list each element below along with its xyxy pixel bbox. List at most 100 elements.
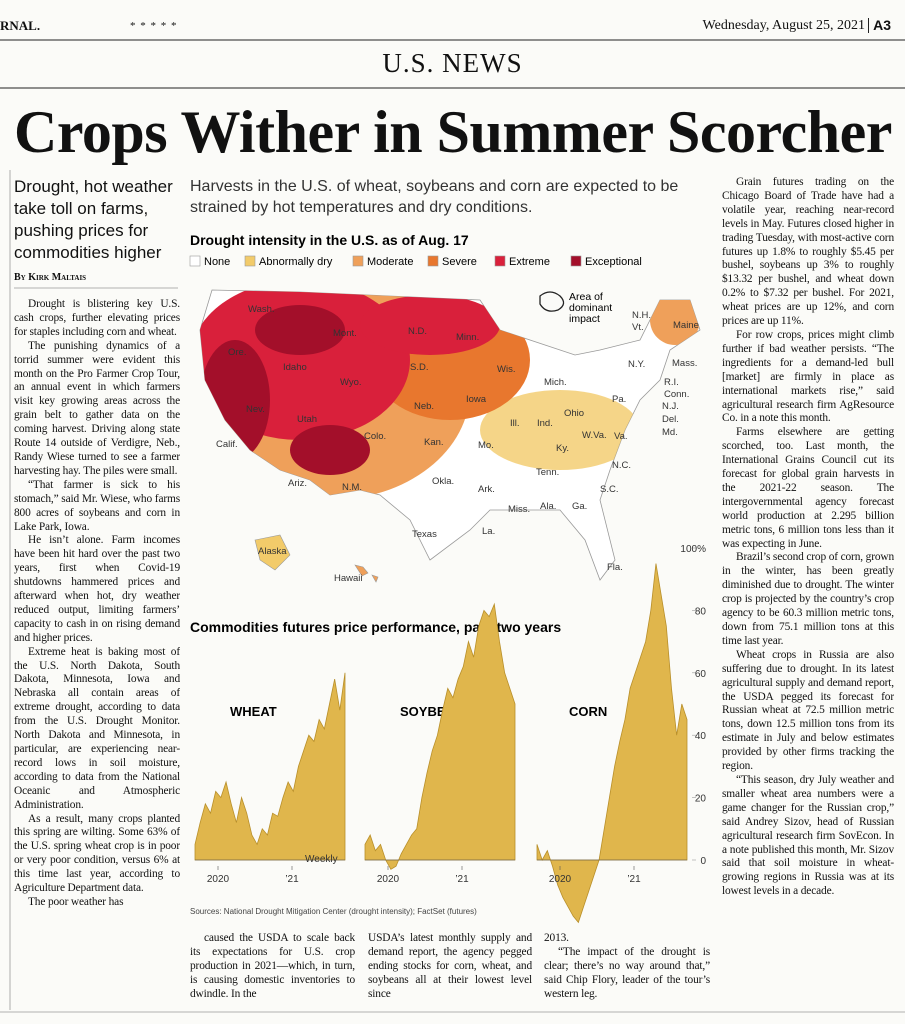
panel-title: CORN bbox=[569, 704, 607, 719]
state-label: Calif. bbox=[216, 439, 238, 450]
paragraph: caused the USDA to scale back its expect… bbox=[190, 932, 355, 1000]
drought-area bbox=[290, 425, 370, 475]
chart-note: Weekly bbox=[305, 854, 338, 865]
state-label: N.C. bbox=[612, 460, 631, 471]
legend-label: Severe bbox=[442, 256, 477, 268]
paragraph: The poor weather has bbox=[28, 895, 124, 908]
paragraph: Brazil’s second crop of corn, grown in t… bbox=[722, 551, 894, 647]
x-tick-label: ’21 bbox=[627, 874, 641, 885]
y-tick-label: 20 bbox=[695, 794, 707, 805]
right-column: Grain futures trading on the Chicago Boa… bbox=[722, 176, 894, 1008]
state-label: R.I. bbox=[664, 377, 679, 388]
x-tick-label: ’21 bbox=[285, 874, 299, 885]
legend-label: Extreme bbox=[509, 256, 550, 268]
state-label: W.Va. bbox=[582, 430, 607, 441]
state-label: Del. bbox=[662, 414, 679, 425]
state-label: N.J. bbox=[662, 401, 679, 412]
paragraph: As a result, many crops planted this spr… bbox=[14, 812, 180, 895]
state-label: Neb. bbox=[414, 401, 434, 412]
y-tick-label: 100% bbox=[680, 544, 706, 555]
state-label: Maine bbox=[673, 320, 699, 331]
state-label: Hawaii bbox=[334, 573, 363, 584]
legend-label: Abnormally dry bbox=[259, 256, 333, 268]
area bbox=[364, 602, 516, 870]
state-label: Ga. bbox=[572, 501, 587, 512]
section-title: U.S. NEWS bbox=[382, 48, 523, 78]
state-label: Conn. bbox=[664, 389, 689, 400]
y-tick-label: 0 bbox=[700, 856, 706, 867]
legend-label: Moderate bbox=[367, 256, 413, 268]
state-label: Alaska bbox=[258, 546, 287, 557]
state-label: Ark. bbox=[478, 484, 495, 495]
state-label: Vt. bbox=[632, 322, 644, 333]
impact-symbol bbox=[539, 291, 565, 312]
state-label: Mo. bbox=[478, 440, 494, 451]
state-label: Minn. bbox=[456, 332, 479, 343]
deck: Drought, hot weather take toll on farms,… bbox=[14, 177, 173, 262]
state-label: Md. bbox=[662, 427, 678, 438]
state-label: Utah bbox=[297, 414, 317, 425]
state-label: Mont. bbox=[333, 328, 357, 339]
state-label: Idaho bbox=[283, 362, 307, 373]
state-label: Wis. bbox=[497, 364, 515, 375]
y-tick-label: 80 bbox=[695, 606, 707, 617]
panel-title: WHEAT bbox=[230, 704, 277, 719]
drought-area bbox=[360, 295, 500, 355]
state-label: Nev. bbox=[246, 404, 265, 415]
state-label: Tenn. bbox=[536, 467, 559, 478]
state-label: Colo. bbox=[364, 431, 386, 442]
stars: * * * * * bbox=[130, 20, 178, 32]
state-label: Ohio bbox=[564, 408, 584, 419]
state-label: N.H. bbox=[632, 310, 651, 321]
state-label: La. bbox=[482, 526, 495, 537]
state-label: Mass. bbox=[672, 358, 697, 369]
chart-title: Commodities futures price performance, p… bbox=[190, 619, 561, 635]
legend-label: None bbox=[204, 256, 230, 268]
paragraph: “This season, dry July weather and small… bbox=[722, 773, 894, 898]
legend-swatch bbox=[427, 255, 439, 267]
state-label: Ill. bbox=[510, 418, 520, 429]
paragraph: “That farmer is sick to his stomach,” sa… bbox=[14, 478, 180, 533]
state-label: Fla. bbox=[607, 562, 623, 573]
drought-area bbox=[480, 390, 640, 470]
state-label: Pa. bbox=[612, 394, 626, 405]
y-tick-label: 40 bbox=[695, 731, 707, 742]
page-number: A3 bbox=[868, 18, 891, 33]
left-column: Drought is blistering key U.S. cash crop… bbox=[14, 298, 180, 1008]
x-tick-label: 2020 bbox=[377, 874, 400, 885]
state-label: N.D. bbox=[408, 326, 427, 337]
state-label: Ind. bbox=[537, 418, 553, 429]
y-tick-label: 60 bbox=[695, 669, 707, 680]
drought-area bbox=[255, 305, 345, 355]
legend-swatch bbox=[494, 255, 506, 267]
state-label: Wyo. bbox=[340, 377, 362, 388]
bottom-column: USDA’s latest monthly supply and demand … bbox=[368, 932, 532, 1008]
state-label: Iowa bbox=[466, 394, 487, 405]
state-label: Miss. bbox=[508, 504, 530, 515]
legend-swatch bbox=[570, 255, 582, 267]
state-label: Ore. bbox=[228, 347, 246, 358]
paragraph: USDA’s latest monthly supply and demand … bbox=[368, 932, 532, 1000]
byline: By Kirk Maltais bbox=[14, 272, 87, 283]
legend-swatch bbox=[352, 255, 364, 267]
bottom-column: caused the USDA to scale back its expect… bbox=[190, 932, 355, 1008]
paragraph: The punishing dynamics of a torrid summe… bbox=[14, 339, 180, 477]
headline: Crops Wither in Summer Scorcher bbox=[14, 99, 892, 165]
state-label: Texas bbox=[412, 529, 437, 540]
legend-swatch bbox=[244, 255, 256, 267]
state-label: Okla. bbox=[432, 476, 454, 487]
state-label: Ariz. bbox=[288, 478, 307, 489]
state-label: Ky. bbox=[556, 443, 569, 454]
area bbox=[536, 563, 688, 924]
bottom-column: 2013. “The impact of the drought is clear… bbox=[544, 932, 710, 1008]
dateline: Wednesday, August 25, 2021 bbox=[702, 18, 865, 33]
graphic-intro: Harvests in the U.S. of wheat, soybeans … bbox=[190, 178, 679, 216]
legend-swatch bbox=[189, 255, 201, 267]
legend-label: Exceptional bbox=[585, 256, 642, 268]
state-label: Kan. bbox=[424, 437, 444, 448]
paragraph: Drought is blistering key U.S. cash crop… bbox=[14, 298, 180, 338]
drought-map bbox=[199, 289, 701, 583]
